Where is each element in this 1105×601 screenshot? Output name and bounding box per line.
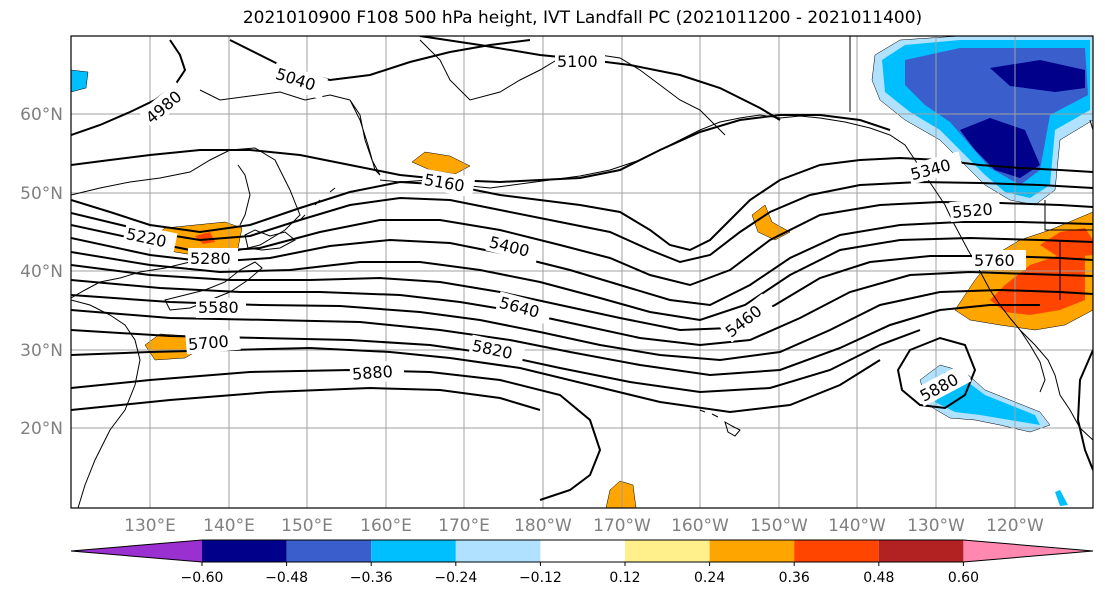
colorbar-tick-label: −0.48 (265, 570, 308, 586)
colorbar-swatch (202, 540, 287, 562)
colorbar-tick-label: 0.36 (779, 570, 810, 586)
colorbar-tick-label: −0.36 (350, 570, 393, 586)
contour-label: 5760 (974, 251, 1015, 270)
lon-label: 150°W (750, 516, 808, 536)
lon-label: 160°E (360, 516, 412, 536)
contour-label: 5100 (557, 52, 598, 71)
colorbar-swatch (878, 540, 964, 562)
lon-label: 130°W (907, 516, 965, 536)
colorbar-tick-label: −0.12 (519, 570, 562, 586)
lat-label: 60°N (20, 105, 63, 125)
height-contours (71, 36, 1093, 501)
colorbar-swatch (794, 540, 879, 562)
contour-label: 5580 (198, 298, 239, 317)
colorbar-extension-low (71, 540, 202, 562)
lat-label: 30°N (20, 341, 63, 361)
lon-label: 130°E (124, 516, 176, 536)
map-title: 2021010900 F108 500 hPa height, IVT Land… (242, 8, 923, 28)
lon-label: 140°W (828, 516, 886, 536)
colorbar-swatch (540, 540, 625, 562)
colorbar-tick-label: 0.12 (609, 570, 640, 586)
contour-label: 5280 (190, 249, 231, 268)
colorbar-tick-label: −0.60 (181, 570, 224, 586)
colorbar-tick-label: 0.24 (694, 570, 725, 586)
colorbar-swatch (625, 540, 710, 562)
contour-label: 5700 (187, 332, 229, 354)
contour-label: 5880 (351, 362, 393, 384)
longitude-labels: 130°E 140°E 150°E 160°E 170°E 180°W 170°… (124, 516, 1044, 536)
colorbar-tick-label: 0.48 (863, 570, 894, 586)
colorbar-tick-label: 0.60 (948, 570, 979, 586)
latitude-labels: 60°N 50°N 40°N 30°N 20°N (20, 105, 63, 439)
contour-label: 5520 (951, 199, 993, 221)
colorbar: −0.60 −0.48 −0.36 −0.24 −0.12 0.12 0.24 0.36 0.4… (70, 539, 1094, 586)
colorbar-swatch (371, 540, 456, 562)
lon-label: 150°E (281, 516, 333, 536)
map-frame (70, 35, 1094, 509)
colorbar-swatch (286, 540, 372, 562)
lat-label: 50°N (20, 184, 63, 204)
colorbar-extension-high (963, 540, 1093, 562)
lon-label: 140°E (203, 516, 255, 536)
lat-label: 20°N (20, 419, 63, 439)
colorbar-tick-label: −0.24 (434, 570, 477, 586)
lon-label: 160°W (671, 516, 729, 536)
colorbar-swatch (455, 540, 541, 562)
lat-label: 40°N (20, 262, 63, 282)
lon-label: 180°W (514, 516, 572, 536)
lon-label: 170°E (438, 516, 490, 536)
lon-label: 120°W (986, 516, 1044, 536)
lon-label: 170°W (593, 516, 651, 536)
colorbar-swatch (709, 540, 795, 562)
